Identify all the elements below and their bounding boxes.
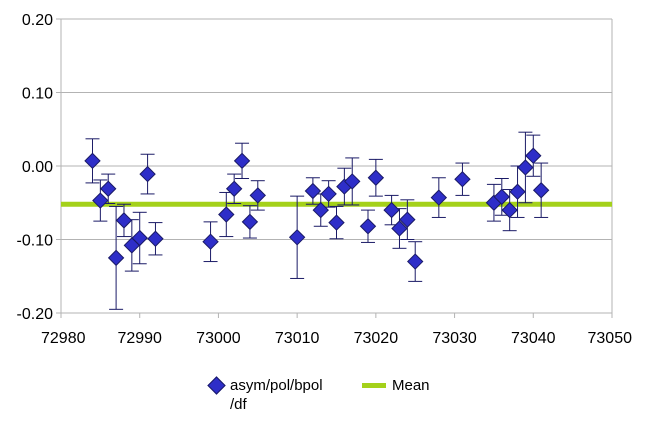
data-point-1 (92, 192, 109, 209)
y-tick-label-0: -0.20 (17, 306, 54, 323)
data-point-15 (288, 229, 306, 246)
data-points (84, 147, 550, 270)
x-tick-label-4: 73020 (354, 330, 399, 347)
x-tick-label-7: 73050 (588, 330, 633, 347)
data-point-25 (391, 220, 408, 237)
y-tick-labels: -0.20 -0.10 0.00 0.10 0.20 (17, 12, 54, 323)
data-point-11 (225, 180, 243, 197)
legend-label-mean: Mean (392, 377, 430, 394)
data-point-27 (407, 253, 424, 270)
data-point-28 (430, 189, 448, 206)
data-point-0 (84, 152, 101, 170)
data-point-9 (202, 233, 219, 250)
data-point-35 (525, 147, 542, 164)
data-point-7 (139, 165, 156, 183)
data-point-29 (454, 171, 471, 188)
x-tick-label-5: 73030 (432, 330, 477, 347)
data-point-6 (131, 229, 148, 247)
data-point-13 (241, 213, 259, 231)
x-tick-label-6: 73040 (511, 330, 556, 347)
data-point-36 (532, 182, 550, 199)
x-tick-label-2: 73000 (196, 330, 241, 347)
legend-marker-line (362, 383, 386, 388)
data-point-18 (320, 185, 337, 203)
data-point-26 (399, 211, 416, 228)
data-point-3 (107, 249, 125, 267)
data-point-21 (344, 173, 361, 190)
data-point-23 (367, 169, 385, 186)
x-tick-label-3: 73010 (275, 330, 320, 347)
data-point-8 (147, 230, 164, 247)
data-point-33 (509, 183, 526, 200)
data-point-17 (312, 201, 329, 219)
data-point-24 (383, 201, 400, 219)
data-point-2 (100, 180, 117, 197)
legend: asym/pol/bpol /df Mean (207, 376, 468, 420)
data-point-34 (517, 159, 534, 176)
data-point-31 (493, 188, 511, 206)
data-point-14 (249, 187, 266, 204)
x-tick-label-1: 72990 (117, 330, 162, 347)
y-tick-label-1: -0.10 (17, 233, 54, 250)
y-tick-label-3: 0.10 (22, 86, 53, 103)
data-point-4 (115, 212, 133, 229)
data-point-19 (328, 214, 345, 231)
legend-marker-diamond (207, 376, 226, 395)
data-point-12 (233, 152, 251, 170)
axes (56, 18, 613, 318)
legend-label-asym: asym/pol/bpol /df (230, 377, 323, 413)
scatter-chart: -0.20 -0.10 0.00 0.10 0.20 72980 72990 73000 73… (17, 12, 633, 347)
data-point-32 (501, 201, 518, 219)
y-tick-label-4: 0.20 (22, 12, 53, 29)
data-point-10 (218, 206, 235, 223)
data-point-16 (304, 182, 322, 200)
x-tick-labels: 72980 72990 73000 73010 73020 73030 73040 73050 (41, 330, 632, 347)
x-tick-label-0: 72980 (41, 330, 86, 347)
y-tick-label-2: 0.00 (22, 159, 53, 176)
data-point-22 (359, 218, 377, 235)
